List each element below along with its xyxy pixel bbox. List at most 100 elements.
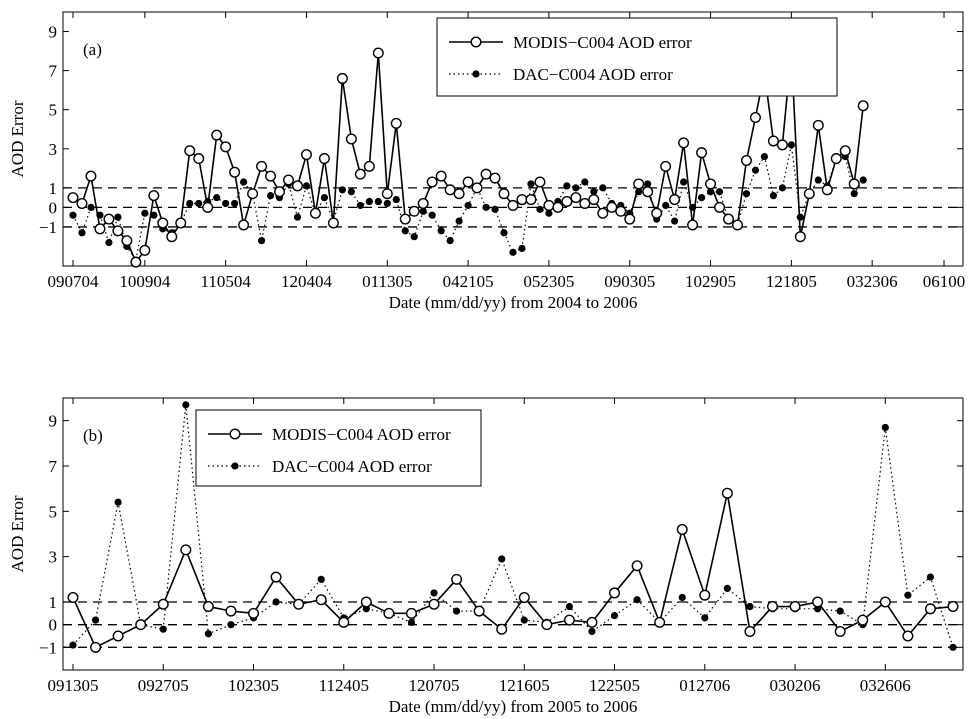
dac-point <box>150 211 158 219</box>
chart-b-svg: 9 7 5 3 1 0 −1 091305 092705 102305 112405 120705 12… <box>8 397 964 716</box>
panel-label: (a) <box>83 40 102 59</box>
dac-point <box>114 498 122 506</box>
modis-point <box>947 601 959 613</box>
x-tick-label: 120705 <box>409 676 460 695</box>
modis-point <box>318 153 330 165</box>
modis-point <box>839 145 851 157</box>
modis-point <box>309 207 321 219</box>
dac-point <box>222 199 230 208</box>
dac-point <box>518 244 526 253</box>
dac-point <box>446 237 454 245</box>
modis-point <box>405 607 417 619</box>
modis-point <box>609 587 621 599</box>
modis-point <box>507 199 519 211</box>
dac-point <box>545 209 553 217</box>
modis-point <box>516 194 528 206</box>
dac-point <box>836 607 844 615</box>
y-tick-label: 7 <box>49 62 58 81</box>
modis-point <box>270 571 282 583</box>
modis-point <box>67 192 79 204</box>
modis-point <box>90 641 102 653</box>
x-tick-label: 091305 <box>48 676 99 695</box>
modis-point <box>256 160 268 172</box>
modis-point <box>642 186 654 198</box>
dac-point <box>701 614 709 622</box>
dac-point <box>293 213 302 221</box>
modis-point <box>597 207 609 219</box>
x-axis-label: Date (mm/dd/yy) from 2004 to 2006 <box>389 293 638 312</box>
dac-point <box>392 195 400 204</box>
modis-point <box>563 614 575 626</box>
x-tick-label: 122505 <box>589 676 640 695</box>
x-tick-label: 032306 <box>847 272 898 291</box>
dac-point <box>464 201 472 210</box>
y-tick-label: −1 <box>39 638 57 657</box>
modis-point <box>202 601 214 613</box>
modis-point <box>360 596 372 608</box>
x-tick-label: 092705 <box>138 676 189 695</box>
dac-point <box>419 207 427 215</box>
modis-point <box>669 194 681 206</box>
modis-point <box>444 184 456 196</box>
dac-point <box>590 188 598 196</box>
modis-point <box>121 235 133 247</box>
modis-point <box>166 231 178 243</box>
modis-point <box>579 197 591 209</box>
dac-point <box>926 573 935 581</box>
x-tick-label: 052305 <box>523 272 574 291</box>
dac-point <box>742 190 751 198</box>
modis-point <box>193 153 205 165</box>
dac-point <box>491 205 499 213</box>
modis-point <box>624 213 636 225</box>
modis-point <box>705 178 717 190</box>
y-tick-label: 9 <box>49 412 58 431</box>
y-tick-label: 9 <box>49 23 58 42</box>
dac-point <box>671 217 679 225</box>
modis-point <box>794 231 806 243</box>
dac-point <box>240 178 248 186</box>
dac-point <box>365 197 373 206</box>
dac-point <box>500 229 508 237</box>
dac-point <box>680 178 688 186</box>
dac-point <box>904 591 912 599</box>
legend-dac-marker <box>231 462 239 470</box>
modis-point <box>830 153 842 165</box>
dac-point <box>588 627 596 636</box>
dac-point <box>760 152 769 161</box>
modis-point <box>879 596 891 608</box>
modis-point <box>518 591 530 603</box>
legend-modis-label: MODIS−C004 AOD error <box>272 425 451 444</box>
series-line-modis <box>72 493 954 649</box>
modis-point <box>175 217 187 229</box>
modis-point <box>300 149 312 161</box>
modis-point <box>130 256 142 268</box>
dac-point <box>317 575 325 583</box>
x-tick-label: 121805 <box>766 272 817 291</box>
dac-point <box>182 401 190 409</box>
x-tick-label: 120404 <box>281 272 333 291</box>
modis-point <box>426 176 438 188</box>
modis-point <box>767 135 779 147</box>
modis-point <box>812 596 824 608</box>
modis-point <box>265 170 277 182</box>
modis-point <box>103 213 115 225</box>
modis-point <box>789 601 801 613</box>
modis-point <box>428 598 440 610</box>
y-tick-label: 5 <box>49 502 58 521</box>
y-axis-label: AOD Error <box>8 495 27 572</box>
modis-point <box>766 601 778 613</box>
modis-point <box>723 213 735 225</box>
dac-point <box>87 203 95 211</box>
x-tick-label: 090305 <box>604 272 655 291</box>
modis-point <box>229 166 241 178</box>
dac-point <box>272 598 280 606</box>
x-tick-label: 030206 <box>770 676 821 695</box>
dac-point <box>338 186 346 194</box>
dac-point <box>78 229 86 237</box>
modis-point <box>390 117 402 129</box>
modis-point <box>480 168 492 180</box>
modis-point <box>180 544 192 556</box>
modis-point <box>336 72 348 84</box>
dac-point <box>723 584 731 592</box>
dac-point <box>599 184 607 192</box>
